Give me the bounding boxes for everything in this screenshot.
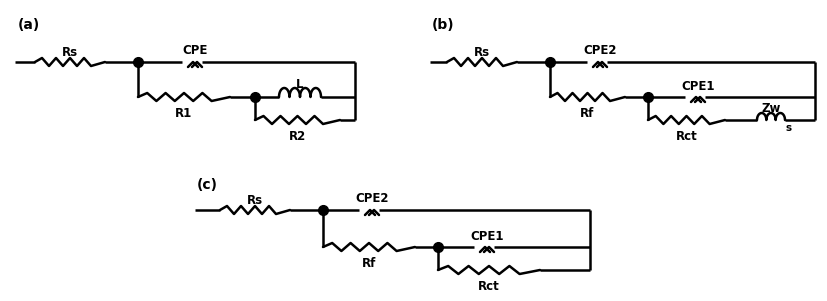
Text: Rs: Rs xyxy=(62,45,78,58)
Text: Rct: Rct xyxy=(478,280,500,293)
Text: Rf: Rf xyxy=(581,107,595,120)
Text: CPE1: CPE1 xyxy=(471,229,504,243)
Text: CPE2: CPE2 xyxy=(356,193,389,206)
Text: Rs: Rs xyxy=(474,45,490,58)
Text: (a): (a) xyxy=(18,18,41,32)
Text: R2: R2 xyxy=(289,130,306,143)
Text: CPE: CPE xyxy=(182,45,208,57)
Text: Rf: Rf xyxy=(362,257,376,270)
Text: CPE2: CPE2 xyxy=(583,45,617,57)
Text: CPE1: CPE1 xyxy=(681,79,715,92)
Text: L: L xyxy=(296,79,304,92)
Text: (b): (b) xyxy=(432,18,455,32)
Text: Zw: Zw xyxy=(762,103,781,116)
Text: Rct: Rct xyxy=(676,130,697,143)
Text: Rs: Rs xyxy=(247,194,263,206)
Text: s: s xyxy=(786,123,792,133)
Text: R1: R1 xyxy=(175,107,193,120)
Text: (c): (c) xyxy=(197,178,218,192)
